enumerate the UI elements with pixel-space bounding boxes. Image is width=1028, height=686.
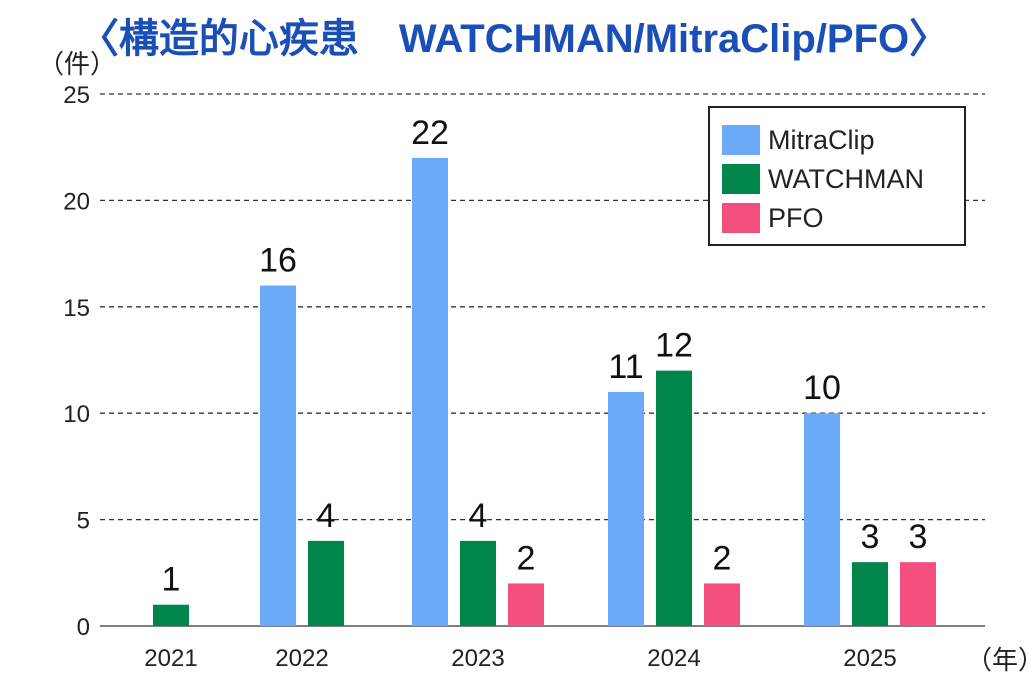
bar-mitraclip-2024	[608, 391, 644, 626]
data-label-pfo-2024: 2	[713, 539, 732, 577]
legend-label-pfo: PFO	[768, 202, 824, 233]
x-tick-label-2023: 2023	[451, 645, 504, 672]
data-label-pfo-2023: 2	[517, 539, 536, 577]
bar-watchman-2021	[153, 604, 189, 626]
legend-label-mitraclip: MitraClip	[768, 124, 875, 155]
bar-pfo-2024	[704, 583, 740, 626]
x-tick-label-2021: 2021	[144, 645, 197, 672]
legend-swatch-watchman	[722, 164, 760, 194]
data-label-watchman-2023: 4	[469, 497, 488, 535]
data-label-watchman-2024: 12	[655, 327, 693, 365]
data-label-mitraclip-2022: 16	[259, 242, 297, 280]
y-tick-label: 15	[63, 295, 90, 322]
bar-mitraclip-2025	[804, 413, 840, 626]
legend-label-watchman: WATCHMAN	[768, 163, 924, 194]
data-label-watchman-2021: 1	[162, 561, 181, 599]
y-axis-unit-label: （件）	[38, 49, 117, 79]
bar-watchman-2024	[656, 370, 692, 626]
data-label-pfo-2025: 3	[909, 518, 928, 556]
bar-mitraclip-2023	[412, 157, 448, 626]
bar-watchman-2022	[308, 540, 344, 626]
bar-pfo-2023	[508, 583, 544, 626]
data-label-mitraclip-2023: 22	[411, 114, 449, 152]
y-tick-label: 25	[63, 82, 90, 109]
legend-item-pfo: PFO	[722, 200, 824, 236]
x-tick-label-2025: 2025	[843, 645, 896, 672]
x-tick-label-2022: 2022	[275, 645, 328, 672]
bar-pfo-2025	[900, 562, 936, 626]
x-tick-label-2024: 2024	[647, 645, 700, 672]
legend-swatch-pfo	[722, 203, 760, 233]
legend-swatch-mitraclip	[722, 125, 760, 155]
bar-watchman-2025	[852, 562, 888, 626]
y-tick-label: 10	[63, 401, 90, 428]
legend-item-mitraclip: MitraClip	[722, 122, 875, 158]
data-label-watchman-2022: 4	[317, 497, 336, 535]
y-tick-label: 0	[77, 614, 90, 641]
y-tick-label: 20	[63, 188, 90, 215]
data-label-mitraclip-2025: 10	[803, 369, 841, 407]
y-tick-label: 5	[77, 508, 90, 535]
x-axis-unit-label: （年）	[966, 645, 1028, 675]
bar-mitraclip-2022	[260, 285, 296, 626]
legend: MitraClip WATCHMAN PFO	[708, 106, 966, 246]
bar-watchman-2023	[460, 540, 496, 626]
data-label-mitraclip-2024: 11	[608, 348, 643, 386]
data-label-watchman-2025: 3	[861, 518, 880, 556]
chart-title: 〈構造的心疾患 WATCHMAN/MitraClip/PFO〉	[78, 17, 950, 61]
legend-item-watchman: WATCHMAN	[722, 161, 924, 197]
